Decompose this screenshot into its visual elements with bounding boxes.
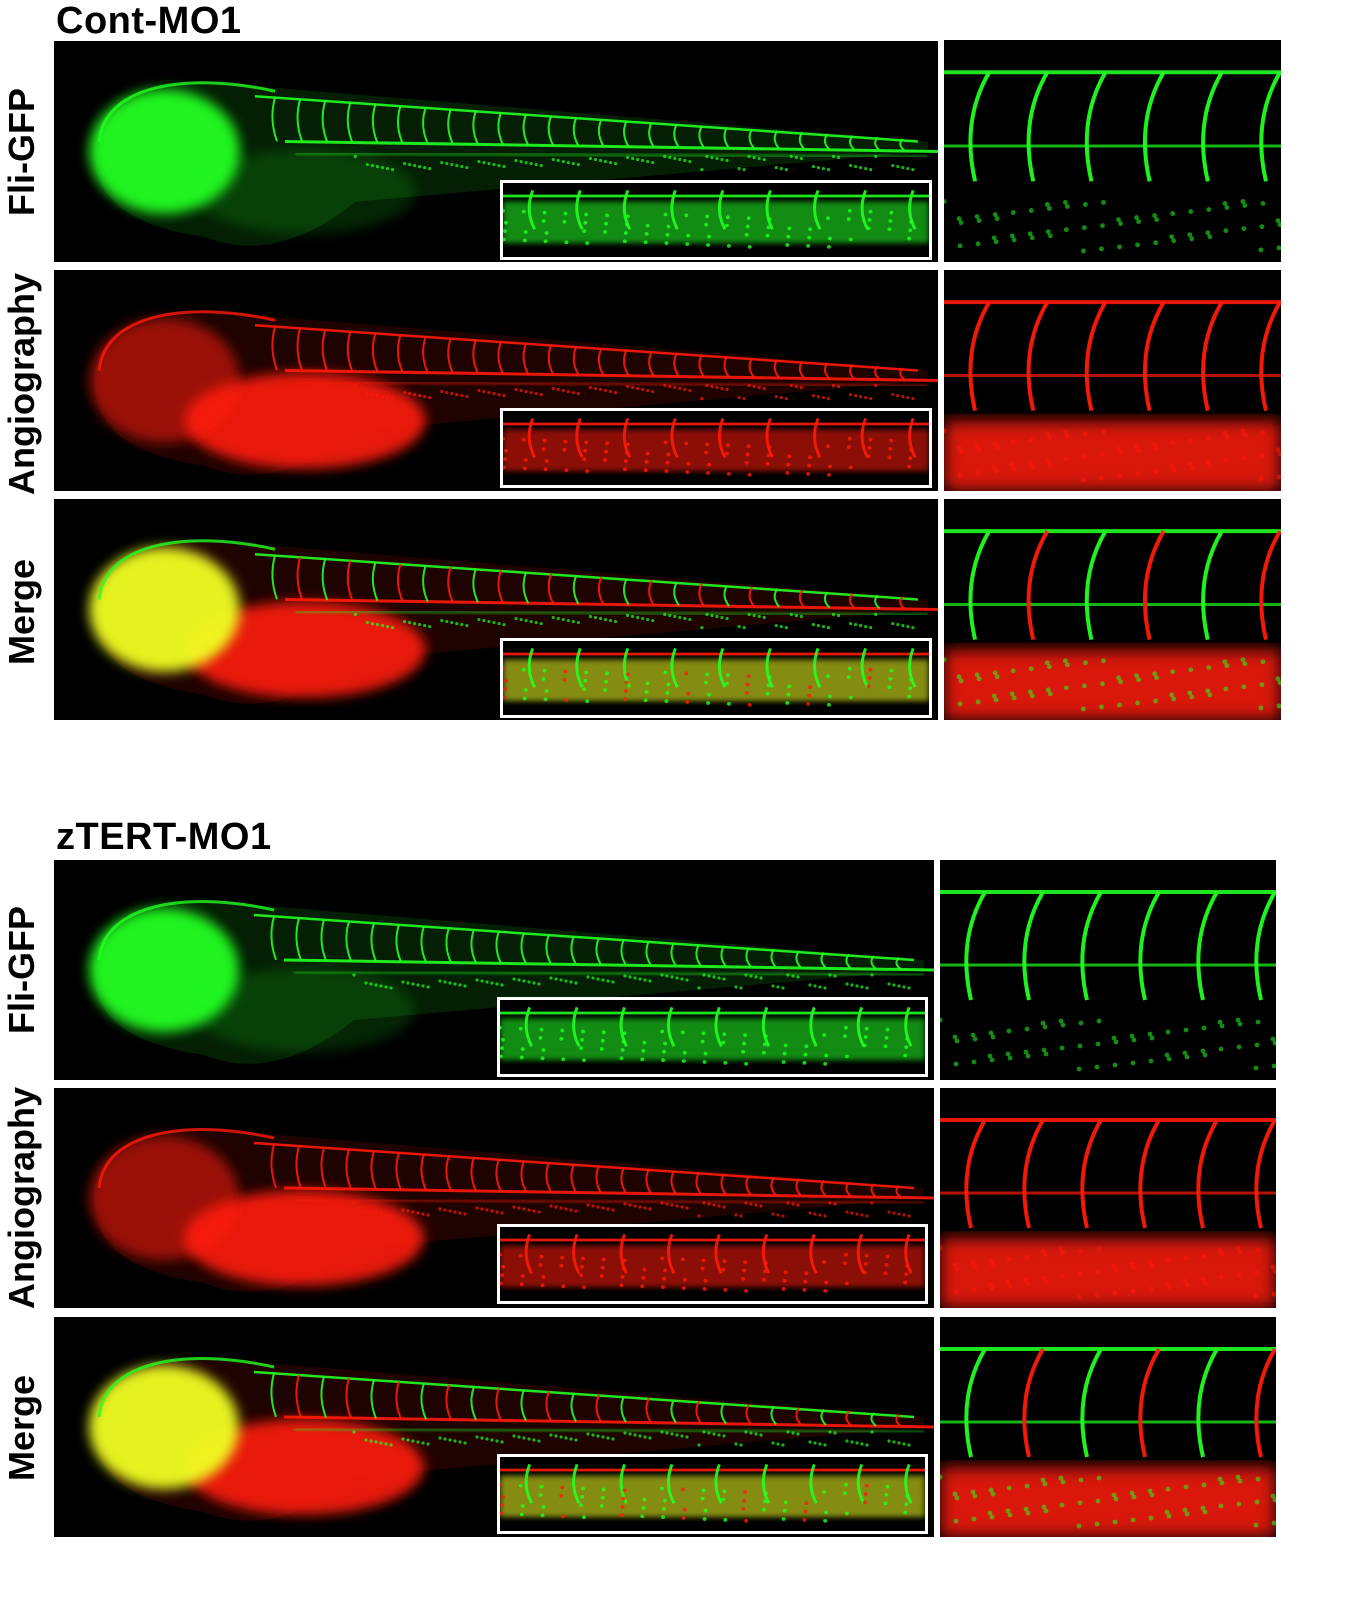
inset-control-merge <box>500 638 932 718</box>
inset-control-angiography <box>500 408 932 488</box>
closeup-image-control-angiography <box>944 270 1281 491</box>
embryo-image-control-angiography <box>54 270 938 491</box>
inset-control-fli-gfp <box>500 180 932 260</box>
closeup-image-control-merge <box>944 499 1281 720</box>
inset-zTERT-merge <box>497 1454 928 1534</box>
closeup-image-zTERT-merge <box>940 1317 1276 1537</box>
closeup-image-control-fli-gfp <box>944 40 1281 262</box>
inset-zTERT-fli-gfp <box>497 997 928 1077</box>
inset-zTERT-angiography <box>497 1224 928 1304</box>
panel-title-zTERT: zTERT-MO1 <box>56 816 272 858</box>
closeup-image-zTERT-angiography <box>940 1088 1276 1308</box>
closeup-image-zTERT-fli-gfp <box>940 860 1276 1080</box>
panel-title-control: Cont-MO1 <box>56 0 242 42</box>
embryo-image-control-fli-gfp <box>54 41 938 262</box>
